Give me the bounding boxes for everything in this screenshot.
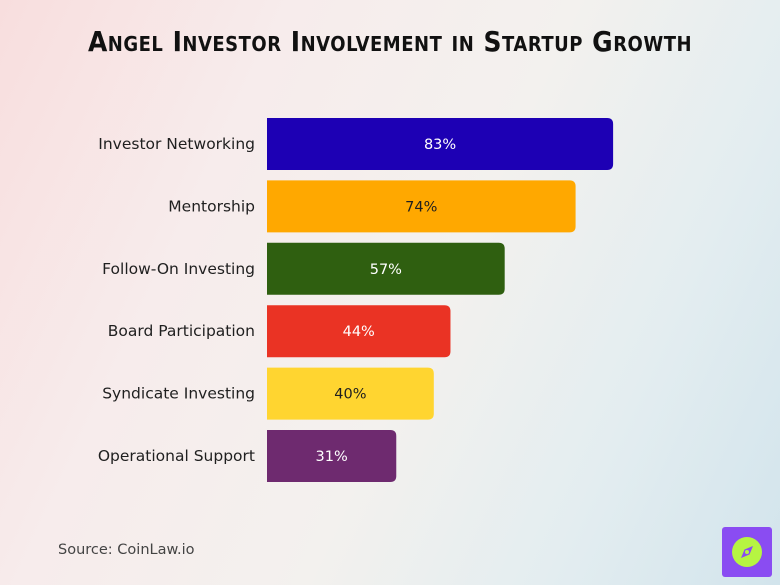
brand-logo[interactable] [722, 527, 772, 577]
value-label: 74% [405, 199, 437, 215]
bar-operational-support [267, 430, 397, 482]
category-label: Follow-On Investing [102, 260, 255, 278]
chart-title: Angel Investor Involvement in Startup Gr… [87, 25, 693, 58]
source-note: Source: CoinLaw.io [58, 542, 195, 558]
value-label: 83% [424, 137, 456, 153]
bar-board-participation [267, 305, 451, 358]
value-label: 31% [316, 449, 348, 465]
category-label: Board Participation [108, 322, 255, 340]
category-label: Syndicate Investing [102, 385, 255, 403]
category-label: Investor Networking [98, 135, 255, 153]
bar-investor-networking [267, 118, 614, 170]
category-label: Operational Support [98, 447, 255, 465]
bar-follow-on-investing [267, 242, 505, 295]
bar-syndicate-investing [267, 367, 434, 420]
value-label: 44% [343, 324, 375, 340]
compass-icon [732, 537, 762, 567]
category-label: Mentorship [168, 197, 255, 215]
bar-mentorship [267, 180, 576, 233]
value-label: 57% [370, 262, 402, 278]
value-label: 40% [334, 387, 366, 403]
